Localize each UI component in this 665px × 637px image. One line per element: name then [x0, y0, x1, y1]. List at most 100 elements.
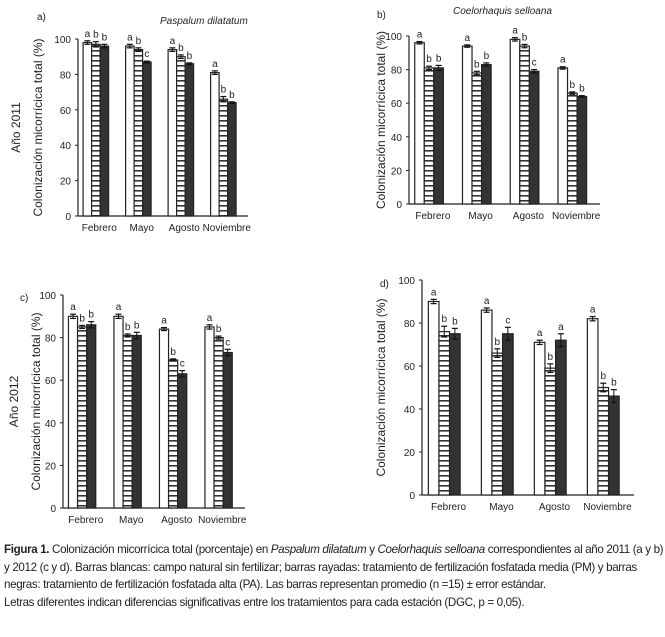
bar-white: [158, 328, 170, 509]
x-tick-label: Noviembre: [203, 223, 252, 234]
bar-black: [448, 333, 461, 496]
significance-letter: b: [79, 313, 85, 324]
x-tick-label: Mayo: [468, 211, 493, 222]
bar-striped: [76, 326, 88, 509]
x-tick-label: Agosto: [161, 515, 193, 526]
significance-letter: c: [180, 359, 185, 370]
bar-striped: [423, 67, 435, 205]
significance-letter: b: [170, 347, 176, 358]
y-tick-label: 0: [396, 200, 402, 211]
significance-letter: b: [474, 59, 480, 70]
significance-letter: b: [88, 310, 94, 321]
bar-white: [124, 45, 135, 217]
bar-black: [528, 70, 540, 205]
y-tick-label: 100: [39, 291, 56, 302]
significance-letter: a: [484, 296, 490, 307]
bar-striped: [519, 45, 530, 205]
bar-black: [222, 351, 233, 509]
bar-black: [142, 61, 152, 217]
bar-striped: [176, 56, 186, 217]
significance-letter: b: [93, 30, 99, 41]
x-tick-label: Mayo: [489, 502, 514, 513]
caption-text: Colonización micorrícica total (porcenta…: [49, 543, 271, 556]
bar-striped: [167, 359, 179, 509]
significance-letter: a: [207, 313, 213, 324]
significance-letter: b: [187, 51, 193, 62]
bar-white: [67, 315, 79, 509]
panel-label: d): [380, 279, 389, 290]
y-tick-label: 60: [45, 376, 57, 387]
bar-white: [557, 67, 569, 205]
bar-white: [82, 41, 93, 217]
significance-letter: b: [522, 32, 528, 43]
y-tick-label: 0: [65, 212, 71, 223]
bar-black: [86, 324, 97, 509]
y-tick-label: 80: [45, 334, 57, 345]
bar-striped: [566, 92, 578, 205]
panel-label: b): [377, 10, 386, 21]
bar-striped: [544, 367, 557, 496]
significance-letter: b: [570, 80, 576, 91]
significance-letter: b: [600, 371, 606, 382]
bar-striped: [90, 43, 101, 217]
y-axis-label: Colonización micorrícica total (%): [31, 38, 45, 216]
bar-white: [167, 49, 178, 217]
figure-panels: a) Paspalum dilatatum020406080100Coloniza…: [7, 6, 634, 526]
significance-letter: a: [512, 26, 518, 37]
x-tick-label: Noviembre: [198, 515, 247, 526]
significance-letter: b: [452, 316, 458, 327]
significance-letter: b: [436, 53, 442, 64]
significance-letter: a: [212, 59, 218, 70]
y-tick-label: 100: [385, 32, 402, 43]
significance-letter: b: [134, 320, 140, 331]
bar-striped: [597, 386, 610, 496]
bar-white: [414, 42, 425, 205]
x-tick-label: Febrero: [431, 502, 466, 513]
significance-letter: a: [417, 30, 423, 41]
x-tick-label: Mayo: [119, 515, 144, 526]
significance-letter: c: [225, 337, 230, 348]
significance-letter: b: [178, 43, 184, 54]
bar-white: [509, 38, 521, 205]
significance-letter: b: [441, 314, 447, 325]
bar-striped: [218, 98, 229, 217]
significance-letter: b: [125, 322, 131, 333]
x-tick-label: Noviembre: [552, 211, 601, 222]
caption-text: correspondientes al año 2011 (a y b) y 2…: [4, 543, 664, 591]
bar-white: [427, 300, 440, 496]
bar-striped: [471, 72, 483, 205]
chart-title: Coelorhaquis selloana: [453, 6, 552, 17]
caption-note: Letras diferentes indican diferencias si…: [4, 595, 525, 609]
y-tick-label: 0: [409, 491, 415, 502]
significance-letter: b: [579, 84, 585, 95]
significance-letter: a: [431, 287, 437, 298]
bar-black: [433, 67, 444, 205]
y-tick-label: 0: [50, 504, 56, 515]
chart-panel-4: d) 0 20 40 60 80 100 Colonización micorrícica t…: [374, 276, 634, 513]
figure-caption: Figura 1. Colonización micorrícica total…: [4, 541, 664, 611]
chart-panel-2: b) Coelorhaquis selloana 0 20 40 60 80 100Colon…: [374, 6, 601, 222]
y-axis-label: Colonización micorrícica total (%): [29, 312, 43, 490]
bar-black: [607, 395, 620, 496]
y-axis-label: Colonización micorrícica total (%): [374, 298, 388, 476]
bar-black: [99, 45, 110, 217]
y-tick-label: 60: [60, 106, 72, 117]
bar-black: [184, 63, 195, 217]
y-tick-label: 100: [54, 35, 71, 46]
y-tick-label: 80: [391, 66, 403, 77]
bar-white: [461, 45, 473, 205]
significance-letter: a: [70, 302, 76, 313]
x-tick-label: Agosto: [169, 223, 201, 234]
bar-black: [131, 334, 142, 509]
chart-panel-3: c) 0 20 40 60 80 100 Colonización micorrícica t…: [7, 291, 247, 526]
bar-white: [204, 326, 215, 509]
bar-black: [227, 102, 237, 217]
bar-black: [480, 63, 492, 205]
row-label: Año 2012: [7, 375, 21, 427]
bar-striped: [213, 337, 224, 509]
x-tick-label: Febrero: [68, 515, 103, 526]
bar-black: [576, 95, 588, 205]
significance-letter: a: [590, 305, 596, 316]
significance-letter: a: [85, 29, 91, 40]
bar-striped: [133, 49, 144, 217]
